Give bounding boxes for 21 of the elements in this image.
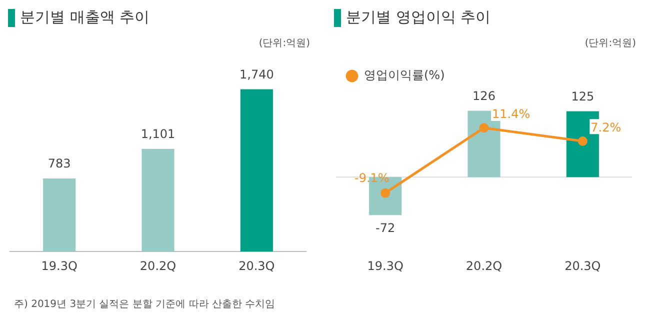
chart-title: 분기별 영업이익 추이 [346, 8, 491, 27]
data-label: 125 [571, 89, 594, 104]
text: 주) 2019년 3분기 실적은 분할 기준에 따라 산출한 수치임 [14, 298, 276, 311]
x-tick-label: 20.2Q [140, 258, 176, 273]
data-label: 1,740 [239, 67, 274, 82]
data-label: 1,101 [140, 126, 176, 141]
text: (단위:억원) [584, 37, 636, 50]
text: (단위:억원) [258, 37, 310, 50]
x-tick-label: 19.3Q [367, 258, 404, 273]
x-tick-label: 19.3Q [41, 258, 78, 273]
x-tick-label: 20.3Q [238, 258, 275, 273]
data-label: 11.4% [492, 106, 530, 121]
data-label: -72 [376, 221, 396, 236]
x-tick-label: 20.2Q [466, 258, 502, 273]
chart-title: 분기별 매출액 추이 [20, 8, 150, 27]
data-label: 783 [48, 156, 71, 171]
legend-label: 영업이익률(%) [364, 68, 445, 82]
data-label: 126 [472, 88, 496, 103]
data-label: -9.1% [354, 171, 390, 186]
data-label: 7.2% [590, 120, 622, 134]
x-tick-label: 20.3Q [564, 258, 601, 273]
